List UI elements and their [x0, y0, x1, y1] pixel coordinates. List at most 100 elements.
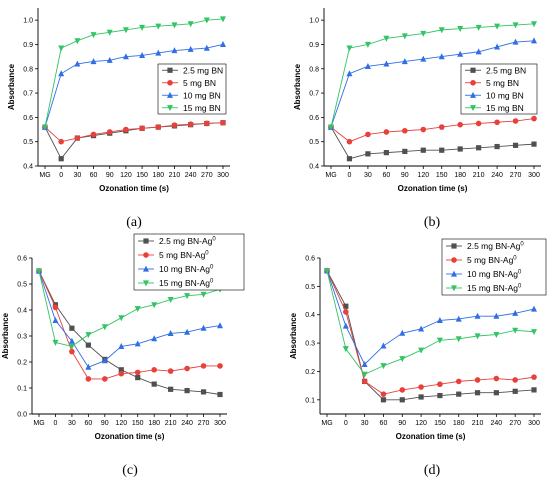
series-line [44, 44, 224, 128]
data-point [457, 50, 464, 57]
x-tick-label: 300 [217, 172, 229, 179]
data-point [364, 41, 371, 48]
data-point [438, 124, 445, 130]
x-axis-label: Ozonation time (s) [95, 432, 165, 441]
data-point [474, 390, 481, 396]
legend-marker [451, 243, 457, 249]
data-point [58, 45, 65, 52]
x-tick-label: 210 [165, 420, 177, 427]
data-point [420, 30, 427, 37]
x-tick-label: 0 [59, 172, 63, 179]
series-line [38, 270, 221, 347]
data-point [531, 141, 537, 147]
y-tick-label: 0.4 [17, 308, 27, 315]
data-point [68, 343, 75, 350]
series-line [38, 270, 221, 368]
series-3 [42, 41, 226, 130]
legend-marker [167, 67, 173, 73]
data-point [122, 53, 129, 60]
x-tick-label: 90 [106, 172, 114, 179]
legend-entry: 5 mg BN [486, 78, 519, 88]
data-point [420, 147, 426, 153]
data-point [531, 21, 537, 28]
data-point [328, 124, 334, 131]
series-3 [36, 267, 223, 370]
data-point [494, 23, 501, 30]
data-point [474, 312, 481, 319]
y-axis-label: Absorbance [289, 312, 298, 359]
data-point [531, 374, 537, 380]
x-tick-label: 300 [528, 172, 540, 179]
data-point [437, 381, 443, 388]
panel-label: (d) [424, 463, 441, 478]
data-point [342, 346, 349, 353]
data-point [85, 376, 92, 382]
data-point [167, 330, 174, 336]
data-point [155, 23, 162, 30]
x-tick-label: 60 [90, 172, 98, 179]
y-tick-label: 0.2 [305, 369, 315, 376]
data-point [475, 24, 482, 31]
data-point [399, 387, 406, 393]
legend-entry: 5 mg BN [183, 78, 216, 88]
data-point [346, 156, 353, 162]
data-point [383, 60, 390, 67]
legend-marker [451, 257, 457, 263]
data-point [36, 268, 42, 275]
y-tick-label: 0.8 [309, 66, 319, 73]
data-point [474, 333, 481, 340]
data-point [531, 329, 537, 336]
x-tick-label: 150 [136, 172, 148, 179]
legend-marker [470, 105, 476, 112]
x-tick-label: 270 [510, 172, 522, 179]
data-point [171, 22, 178, 29]
series-line [38, 270, 221, 395]
series-line [44, 18, 224, 128]
x-tick-label: 120 [415, 420, 427, 427]
x-tick-label: 150 [436, 172, 448, 179]
data-point [123, 126, 129, 133]
legend-marker [143, 238, 149, 244]
data-point [324, 268, 330, 275]
legend-entry: 15 mg BN-Ag0 [159, 278, 214, 288]
data-point [187, 121, 194, 127]
data-point [85, 332, 92, 339]
data-point [134, 369, 141, 376]
data-point [90, 58, 97, 65]
x-tick-label: 60 [380, 420, 388, 427]
data-point [365, 131, 371, 138]
data-point [187, 45, 194, 52]
series-line [330, 126, 535, 160]
data-point [531, 387, 537, 393]
data-point [58, 138, 64, 145]
data-point [512, 388, 518, 394]
data-point [420, 55, 427, 62]
legend-marker [167, 79, 173, 86]
data-point [106, 29, 113, 36]
data-point [58, 70, 65, 77]
data-point [436, 317, 443, 323]
series-2 [328, 115, 537, 145]
data-point [204, 120, 210, 127]
data-point [118, 370, 125, 377]
y-axis-label: Absorbance [293, 63, 302, 110]
y-tick-label: 0.6 [305, 256, 315, 263]
legend: 2.5 mg BN 5 mg BN 10 mg BN 15 mg BN [157, 63, 227, 115]
data-point [512, 22, 519, 29]
data-point [118, 367, 124, 373]
legend-marker [167, 91, 173, 98]
x-tick-label: 210 [473, 172, 485, 179]
data-point [418, 347, 425, 354]
legend-entry: 15 mg BN [486, 103, 524, 113]
data-point [90, 32, 97, 39]
x-tick-label: MG [325, 172, 336, 179]
data-point [380, 342, 387, 349]
data-point [68, 337, 75, 344]
legend-superscript: 0 [518, 270, 522, 276]
data-point [167, 297, 174, 303]
data-point [151, 381, 157, 387]
data-point [512, 309, 519, 316]
data-point [457, 121, 463, 128]
data-point [52, 339, 59, 346]
data-point [118, 315, 125, 322]
